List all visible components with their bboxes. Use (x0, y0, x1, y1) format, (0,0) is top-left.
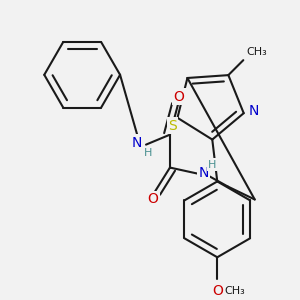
Text: O: O (212, 284, 223, 298)
Text: N: N (248, 104, 259, 118)
Text: S: S (168, 119, 177, 133)
Text: H: H (144, 148, 152, 158)
Text: N: N (199, 166, 209, 180)
Text: O: O (173, 90, 184, 104)
Text: N: N (132, 136, 142, 150)
Text: CH₃: CH₃ (246, 47, 267, 57)
Text: CH₃: CH₃ (225, 286, 246, 296)
Text: O: O (148, 193, 158, 206)
Text: H: H (208, 160, 216, 170)
